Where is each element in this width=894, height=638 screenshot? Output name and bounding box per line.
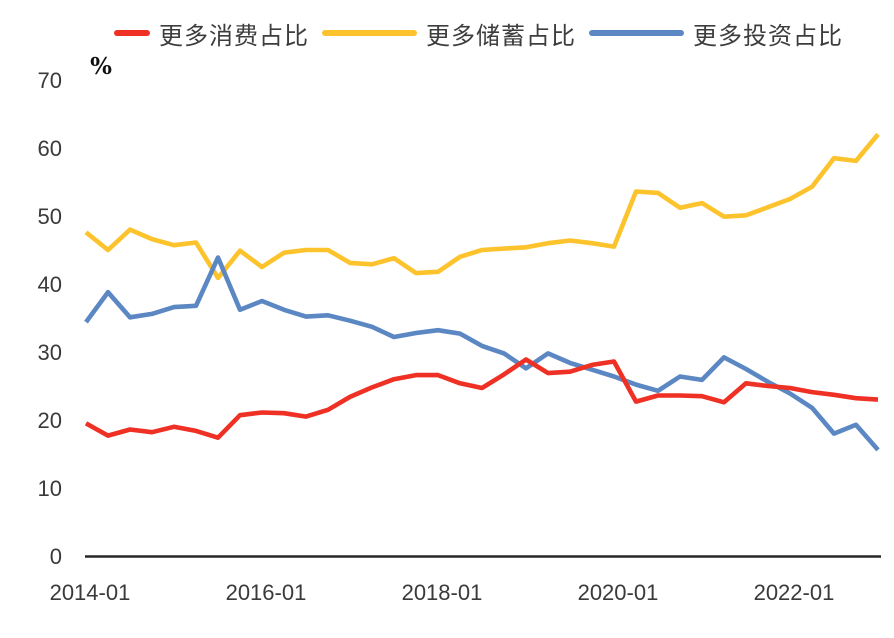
x-axis-label-2018-01: 2018-01 <box>402 580 483 605</box>
y-axis-label-0: 0 <box>50 544 62 569</box>
series-line-savings <box>84 132 880 281</box>
x-axis-label-2014-01: 2014-01 <box>50 580 131 605</box>
chart-legend: 更多消费占比 更多储蓄占比 更多投资占比 <box>114 16 856 50</box>
y-axis-label-20: 20 <box>38 408 62 433</box>
legend-label-savings: 更多储蓄占比 <box>426 22 576 50</box>
y-axis-label-40: 40 <box>38 272 62 297</box>
x-axis-label-2020-01: 2020-01 <box>578 580 659 605</box>
y-axis-label-10: 10 <box>38 476 62 501</box>
y-axis-label-70: 70 <box>38 68 62 93</box>
legend-label-investment: 更多投资占比 <box>693 22 843 50</box>
y-axis-label-30: 30 <box>38 340 62 365</box>
series-line-consumption <box>84 357 879 441</box>
legend-swatch-consumption <box>114 30 150 36</box>
legend-swatch-investment <box>589 30 684 36</box>
y-axis-unit-label: % <box>90 53 112 80</box>
x-axis-label-2022-01: 2022-01 <box>754 580 835 605</box>
legend-item-savings: 更多储蓄占比 <box>322 16 576 51</box>
legend-item-investment: 更多投资占比 <box>589 16 843 51</box>
y-axis-label-60: 60 <box>38 136 62 161</box>
y-axis-label-50: 50 <box>38 204 62 229</box>
legend-item-consumption: 更多消费占比 <box>114 16 309 51</box>
x-axis-label-2016-01: 2016-01 <box>226 580 307 605</box>
series-line-investment <box>84 255 880 452</box>
legend-label-consumption: 更多消费占比 <box>159 22 309 50</box>
legend-swatch-savings <box>322 30 417 36</box>
